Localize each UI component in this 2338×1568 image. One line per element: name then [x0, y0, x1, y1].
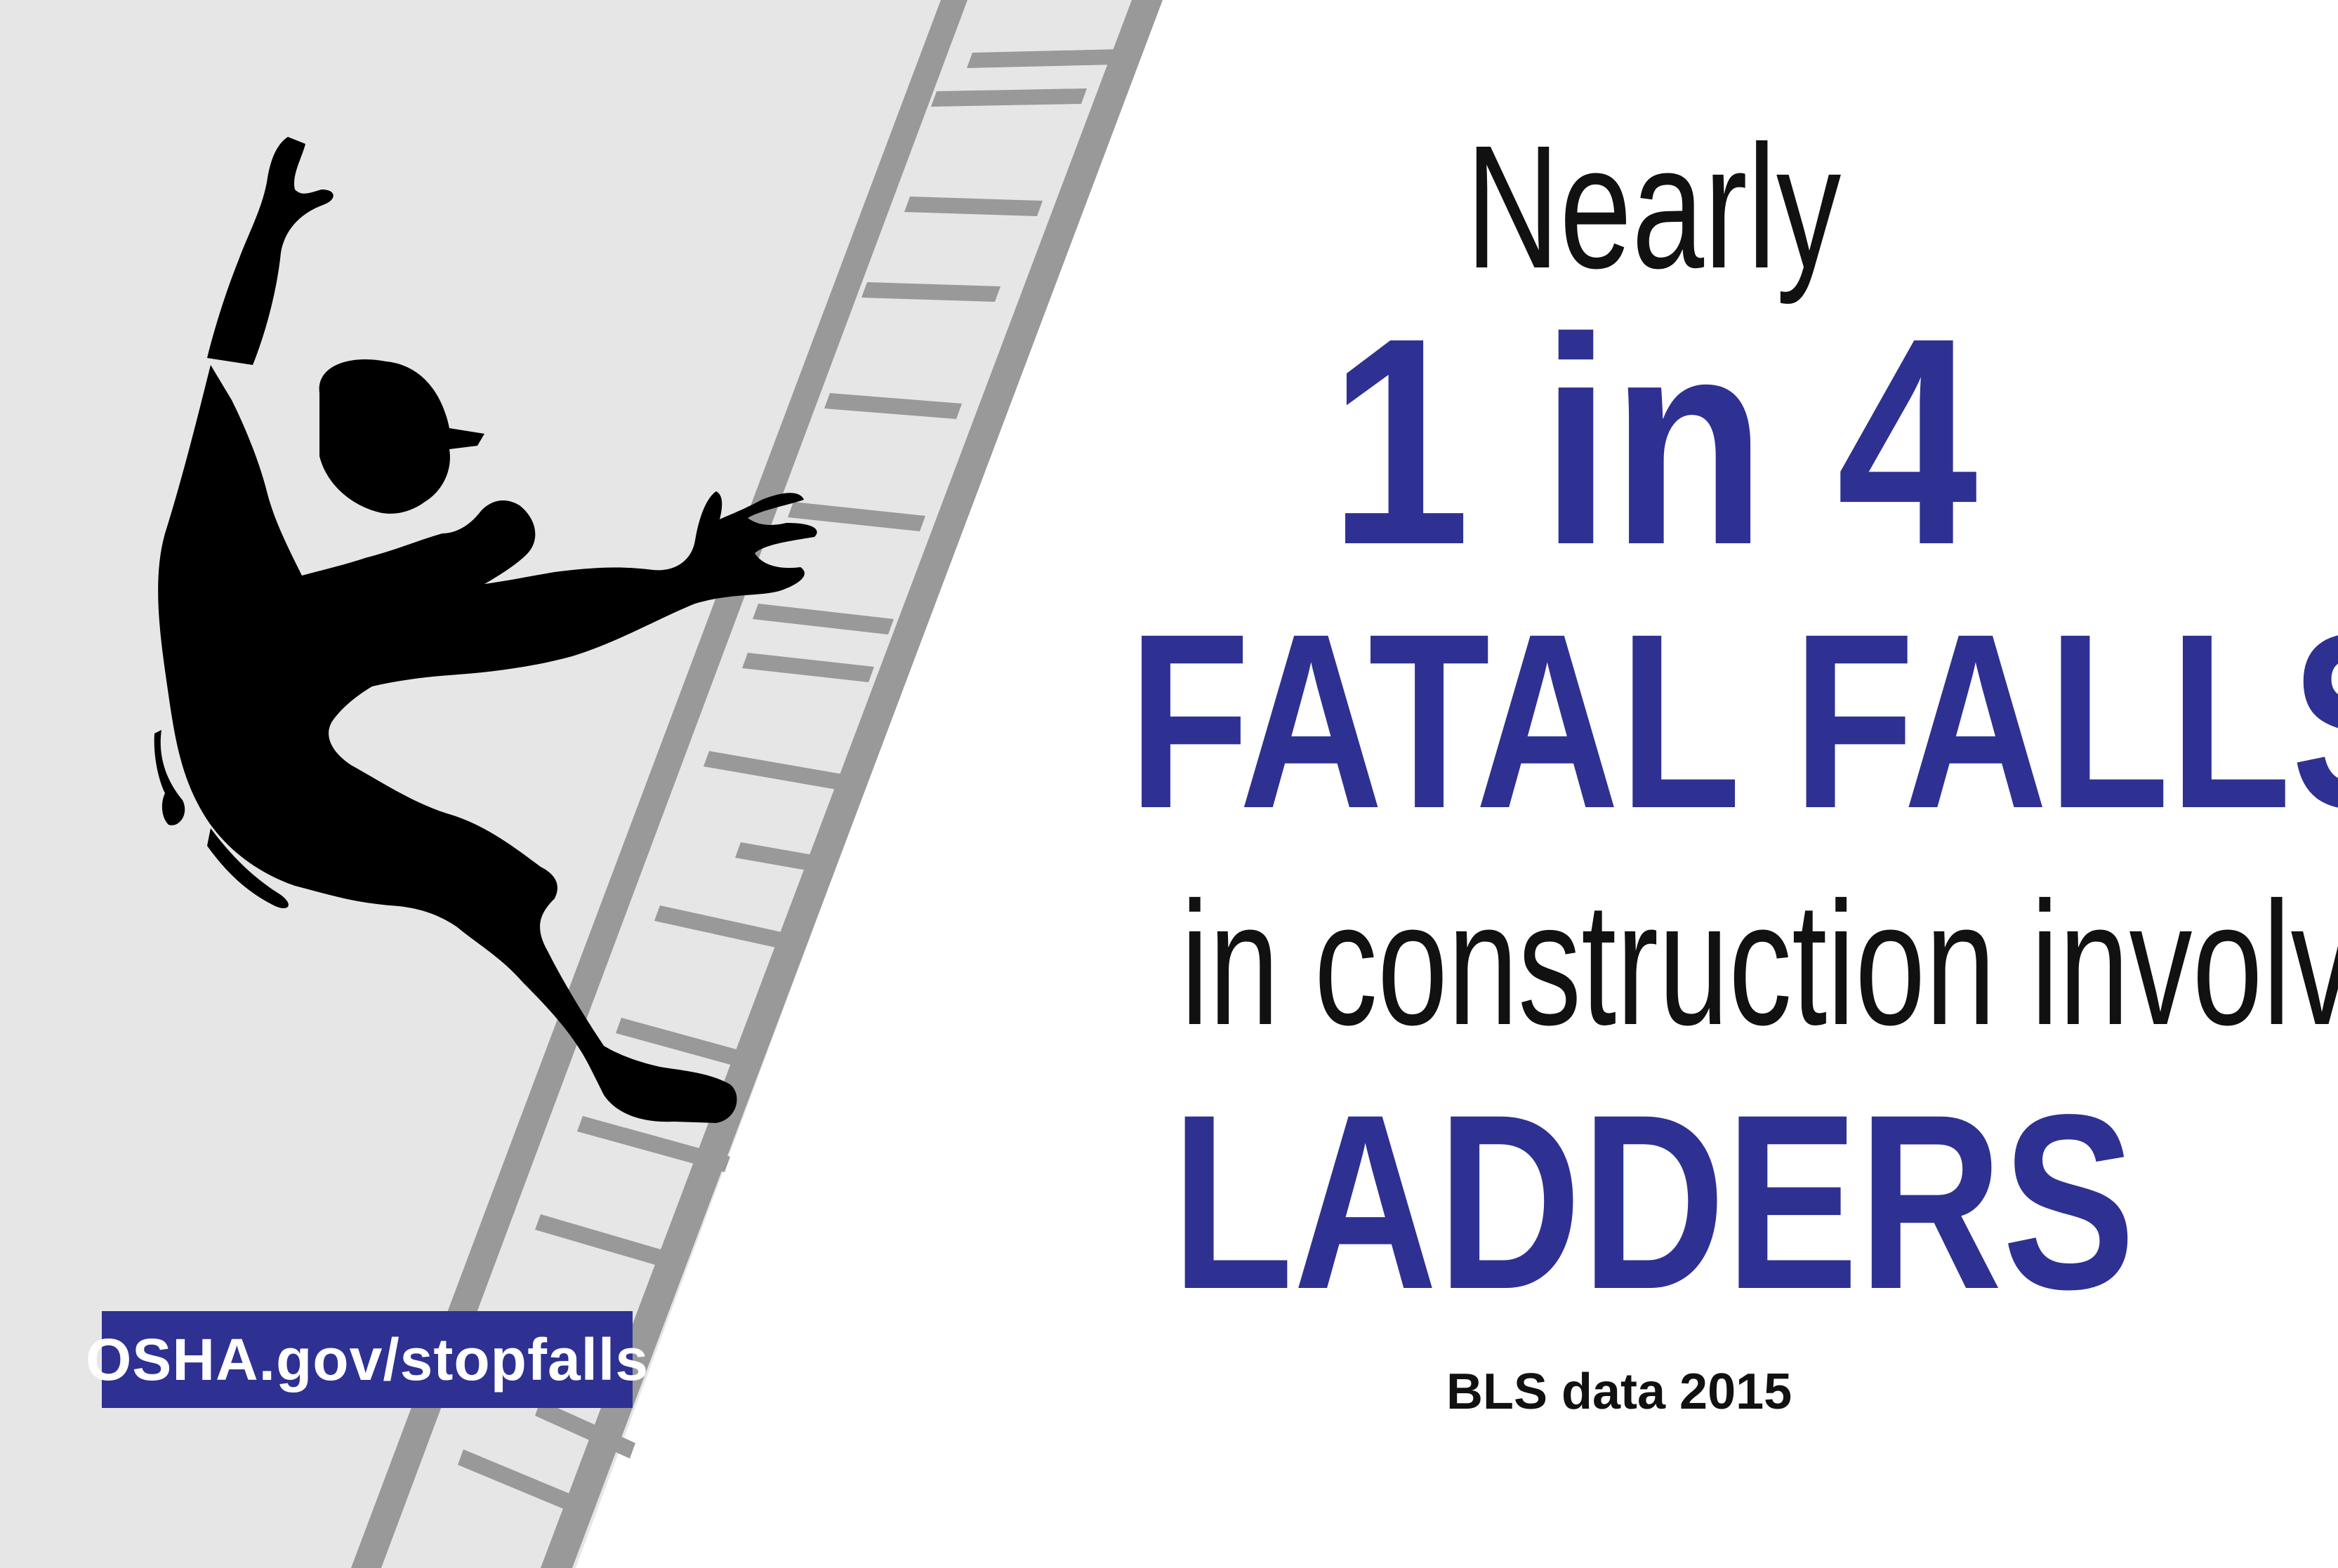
headline: Nearly 1 in 4 FATAL FALLS in constructio… [997, 109, 2338, 1341]
headline-nearly: Nearly [1465, 109, 1842, 305]
ladder-icon [351, 0, 1163, 1568]
source-note: BLS data 2015 [1446, 1364, 1792, 1420]
falling-worker-silhouette-icon [154, 137, 817, 1123]
headline-fatal-falls: FATAL FALLS [1128, 583, 2338, 861]
headline-ratio: 1 in 4 [1329, 277, 1978, 606]
gray-background-panel [0, 0, 1158, 1568]
osha-stopfalls-link[interactable]: OSHA.gov/stopfalls [86, 1311, 648, 1408]
headline-ladders: LADDERS [1171, 1063, 2136, 1341]
headline-in-construction: in construction involve [1180, 865, 2338, 1061]
